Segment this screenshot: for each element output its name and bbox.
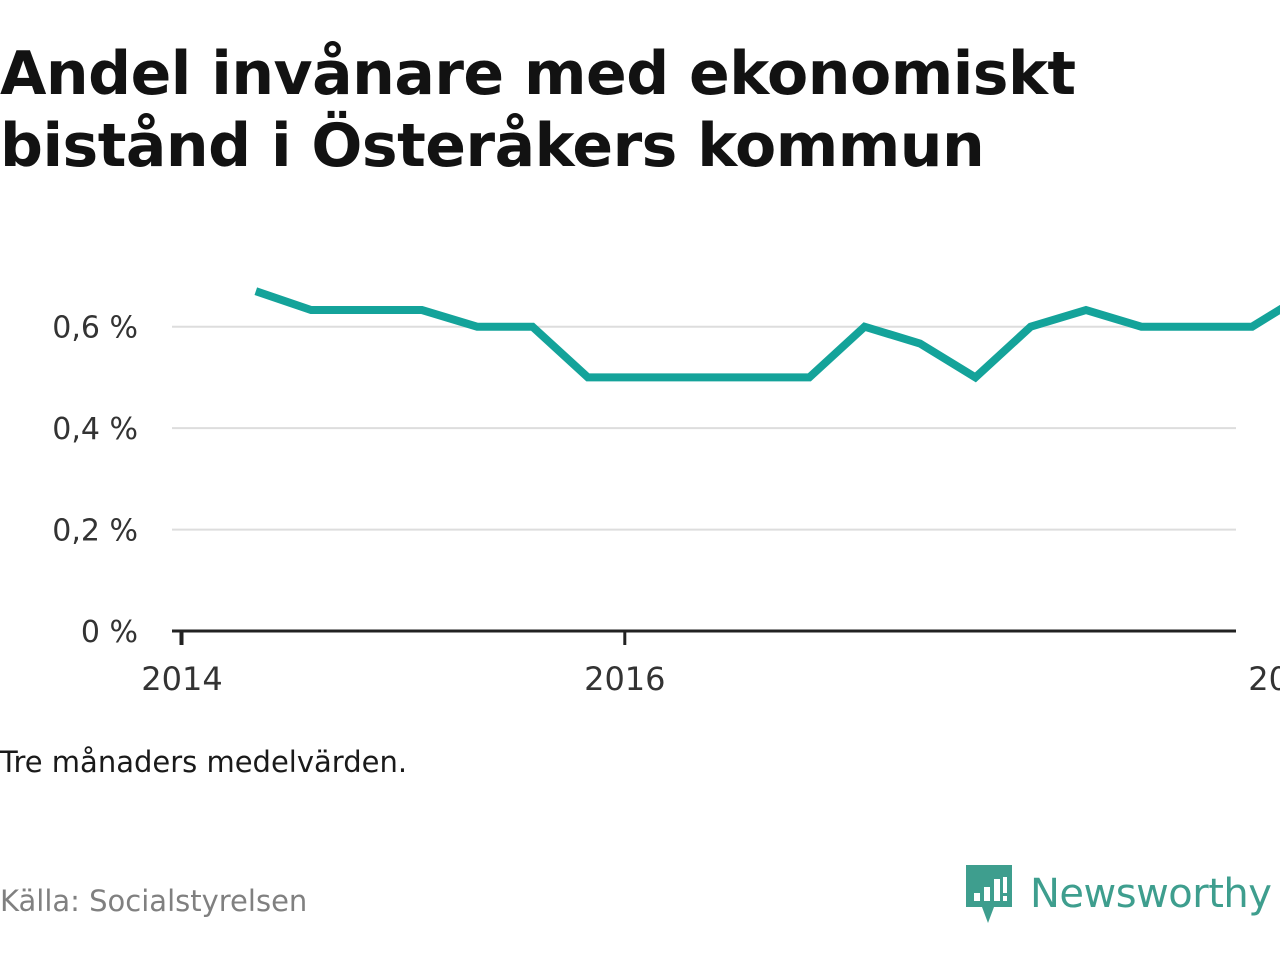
y-axis-ticks: 0 % 0,2 % 0,4 % 0,6 % xyxy=(52,311,138,650)
series-lines xyxy=(254,287,1280,383)
chart-note: Tre månaders medelvärden. xyxy=(0,745,408,779)
newsworthy-logo-icon xyxy=(966,865,1012,923)
y-tick-label: 0,2 % xyxy=(52,514,138,549)
source-text: Källa: Socialstyrelsen xyxy=(0,884,308,918)
y-tick-label: 0,4 % xyxy=(52,412,138,447)
series-line xyxy=(254,287,1280,383)
brand-logo[interactable]: Newsworthy xyxy=(964,862,1272,926)
gridlines xyxy=(172,325,1236,531)
chart-title: Andel invånare med ekonomiskt bistånd i … xyxy=(0,39,1076,181)
x-tick-label: 2014 xyxy=(141,660,222,698)
x-axis: 20142016201920212023 xyxy=(141,629,1280,698)
line-chart: 0 %0,2 %0,4 %0,6 % 20142016201920212023 xyxy=(52,287,1280,698)
y-tick-label: 0,6 % xyxy=(52,311,138,346)
y-tick-label: 0 % xyxy=(81,615,138,650)
x-tick-label: 2016 xyxy=(584,660,665,698)
x-tick-label: 2019 xyxy=(1248,660,1280,698)
brand-name: Newsworthy xyxy=(1030,871,1272,917)
